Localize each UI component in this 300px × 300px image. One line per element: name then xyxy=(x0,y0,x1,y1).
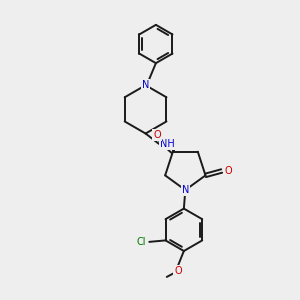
Text: NH: NH xyxy=(160,139,175,149)
Text: Cl: Cl xyxy=(136,237,146,247)
Text: O: O xyxy=(224,166,232,176)
Text: N: N xyxy=(182,185,189,195)
Text: O: O xyxy=(153,130,161,140)
Text: O: O xyxy=(174,266,182,276)
Text: N: N xyxy=(142,80,149,90)
